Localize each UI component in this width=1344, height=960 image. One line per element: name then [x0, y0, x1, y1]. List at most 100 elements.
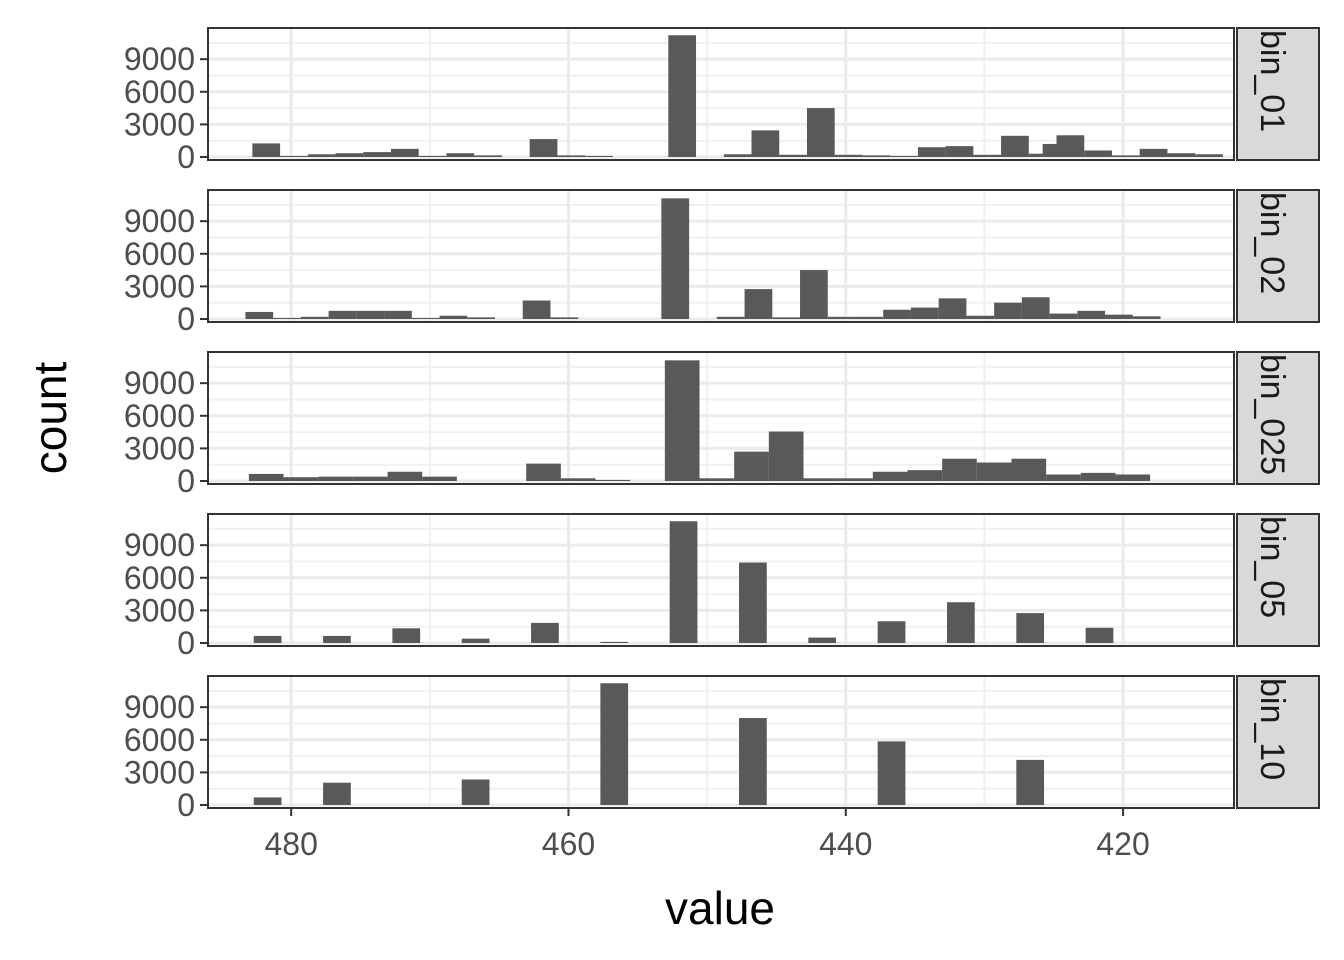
y-tick-label: 0 — [177, 625, 195, 661]
histogram-bar — [946, 602, 975, 643]
histogram-bar — [827, 316, 856, 319]
histogram-bar — [323, 635, 351, 643]
histogram-bar — [560, 478, 596, 481]
histogram-bar — [253, 797, 282, 805]
histogram-bar — [585, 155, 613, 157]
y-tick-label: 9000 — [124, 203, 195, 239]
histogram-bar — [245, 311, 274, 319]
histogram-bar — [1077, 310, 1106, 319]
histogram-bar — [283, 477, 319, 481]
histogram-bar — [744, 289, 773, 319]
facet-strip: bin_10 — [1236, 675, 1320, 809]
histogram-bar — [1046, 474, 1081, 481]
histogram-bar — [529, 139, 558, 157]
histogram-bar — [945, 146, 974, 157]
panel-background — [208, 352, 1234, 484]
panel-background — [208, 676, 1234, 808]
panel-border — [207, 351, 1235, 485]
histogram-bar — [1056, 135, 1085, 157]
histogram-bar — [734, 451, 769, 481]
y-tick-label: 3000 — [124, 754, 195, 790]
y-tick-label: 9000 — [124, 365, 195, 401]
histogram-bar — [877, 741, 906, 805]
histogram-bar — [862, 155, 891, 157]
histogram-bar — [446, 153, 475, 157]
histogram-bar — [808, 637, 837, 643]
y-tick-label: 9000 — [124, 689, 195, 725]
histogram-bar — [1021, 297, 1050, 319]
histogram-bar — [1084, 150, 1112, 157]
histogram-bar — [917, 147, 946, 157]
histogram-bar — [384, 310, 412, 319]
strip-background — [1236, 351, 1320, 485]
histogram-bar — [723, 154, 752, 157]
histogram-bar — [973, 154, 1002, 157]
histogram-bar — [273, 317, 301, 319]
histogram-bar — [391, 148, 419, 157]
y-tick-label: 3000 — [124, 268, 195, 304]
facet-strip: bin_01 — [1236, 27, 1320, 161]
facet-strip: bin_025 — [1236, 351, 1320, 485]
histogram-bar — [356, 310, 385, 319]
y-tick-label: 6000 — [124, 398, 195, 434]
y-axis-title: count — [24, 362, 76, 475]
histogram-bar — [352, 476, 388, 481]
panel-border — [207, 513, 1235, 647]
y-tick-label: 9000 — [124, 527, 195, 563]
panel-border — [207, 675, 1235, 809]
y-tick-label: 0 — [177, 301, 195, 337]
histogram-bar — [716, 316, 745, 319]
facet-strip: bin_02 — [1236, 189, 1320, 323]
facet-strip: bin_05 — [1236, 513, 1320, 647]
histogram-bar — [772, 317, 801, 319]
histogram-bar — [387, 471, 423, 481]
histogram-bar — [1016, 759, 1045, 805]
histogram-bar — [976, 462, 1012, 481]
histogram-bar — [1049, 313, 1078, 319]
histogram-bar — [1001, 135, 1029, 157]
strip-text-group: bin_05 — [1253, 516, 1291, 618]
y-tick-label: 6000 — [124, 236, 195, 272]
histogram-bar — [411, 317, 440, 319]
histogram-bar — [1195, 154, 1223, 157]
histogram-bar — [1139, 148, 1168, 157]
histogram-bar — [248, 473, 284, 481]
histogram-bar — [669, 521, 698, 643]
histogram-bar — [877, 621, 906, 643]
histogram-bar — [318, 476, 353, 481]
histogram-bar — [664, 360, 700, 481]
x-tick-label: 480 — [264, 826, 317, 862]
histogram-bar — [253, 635, 282, 643]
histogram-bar — [1105, 314, 1133, 319]
histogram-bar — [328, 310, 357, 319]
histogram-bar — [363, 152, 392, 157]
histogram-bar — [1085, 627, 1114, 643]
histogram-bar — [300, 316, 329, 319]
histogram-bar — [1167, 153, 1196, 157]
strip-background — [1236, 189, 1320, 323]
histogram-bar — [803, 478, 839, 481]
histogram-bar — [872, 471, 908, 481]
histogram-bar — [1011, 458, 1047, 481]
strip-label: bin_10 — [1253, 678, 1291, 780]
histogram-bar — [557, 155, 586, 157]
histogram-bar — [461, 638, 490, 643]
strip-background — [1236, 27, 1320, 161]
histogram-bar — [335, 153, 364, 157]
histogram-bar — [751, 130, 780, 157]
histogram-bar — [942, 458, 977, 481]
y-tick-label: 6000 — [124, 722, 195, 758]
histogram-bar — [834, 154, 863, 157]
histogram-bar — [890, 155, 918, 157]
histogram-bar — [439, 315, 468, 319]
histogram-bar — [600, 683, 629, 805]
histogram-bar — [668, 35, 697, 158]
panel-border — [207, 27, 1235, 161]
histogram-bar — [779, 154, 807, 157]
histogram-bar — [739, 718, 767, 805]
histogram-bar — [994, 302, 1022, 319]
histogram-bar — [474, 155, 502, 157]
